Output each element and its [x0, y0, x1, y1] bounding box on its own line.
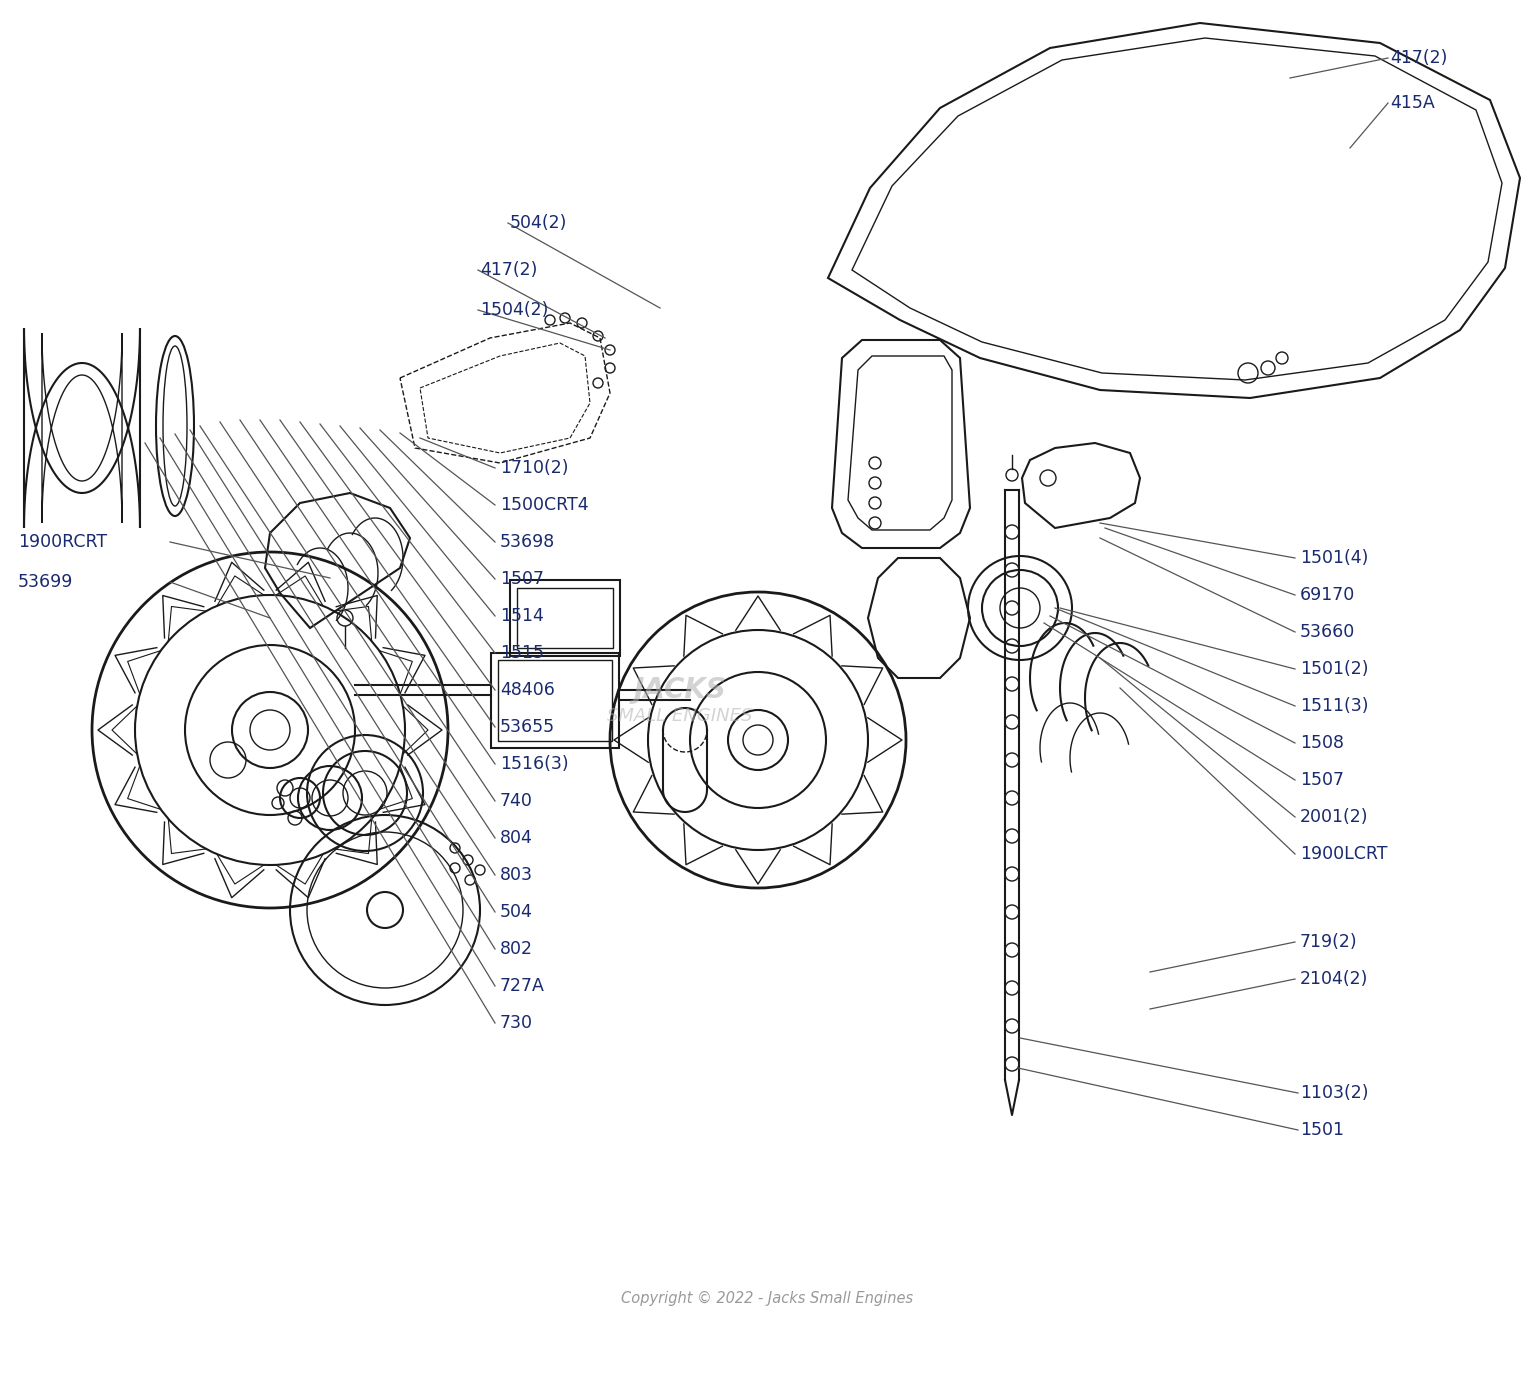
Text: 1508: 1508	[1299, 734, 1344, 752]
Text: 1501(4): 1501(4)	[1299, 548, 1368, 566]
Text: 2104(2): 2104(2)	[1299, 970, 1368, 988]
Text: 804: 804	[500, 830, 532, 847]
Text: 417(2): 417(2)	[480, 260, 537, 278]
Text: 53660: 53660	[1299, 623, 1355, 641]
Text: 1507: 1507	[1299, 772, 1344, 790]
Text: 802: 802	[500, 940, 532, 958]
Text: 1900LCRT: 1900LCRT	[1299, 845, 1387, 863]
Text: 1511(3): 1511(3)	[1299, 697, 1368, 715]
Text: 730: 730	[500, 1014, 532, 1032]
Text: 53699: 53699	[18, 573, 74, 591]
Text: 504(2): 504(2)	[509, 214, 568, 232]
Text: 1501: 1501	[1299, 1120, 1344, 1140]
Text: 1900RCRT: 1900RCRT	[18, 533, 107, 551]
Text: 1504(2): 1504(2)	[480, 300, 548, 318]
Text: 1507: 1507	[500, 570, 545, 588]
Text: 1501(2): 1501(2)	[1299, 660, 1368, 678]
Text: 48406: 48406	[500, 681, 555, 699]
Text: 1515: 1515	[500, 644, 545, 661]
Text: 1500CRT4: 1500CRT4	[500, 496, 589, 514]
Text: 417(2): 417(2)	[1390, 50, 1448, 68]
Text: 1710(2): 1710(2)	[500, 459, 569, 477]
Text: 1103(2): 1103(2)	[1299, 1084, 1368, 1102]
Text: 53698: 53698	[500, 533, 555, 551]
Text: 719(2): 719(2)	[1299, 933, 1358, 951]
Text: 803: 803	[500, 865, 532, 885]
Text: 69170: 69170	[1299, 586, 1355, 604]
Text: 415A: 415A	[1390, 94, 1434, 112]
Text: 1514: 1514	[500, 606, 545, 626]
Text: 1516(3): 1516(3)	[500, 755, 569, 773]
Text: 53655: 53655	[500, 718, 555, 736]
Text: SMALL ENGINES: SMALL ENGINES	[607, 707, 753, 725]
Text: 740: 740	[500, 792, 532, 810]
Text: 504: 504	[500, 903, 532, 921]
Text: 727A: 727A	[500, 977, 545, 995]
Text: 2001(2): 2001(2)	[1299, 808, 1368, 825]
Text: Copyright © 2022 - Jacks Small Engines: Copyright © 2022 - Jacks Small Engines	[621, 1290, 913, 1305]
Text: JACKS: JACKS	[634, 677, 727, 704]
